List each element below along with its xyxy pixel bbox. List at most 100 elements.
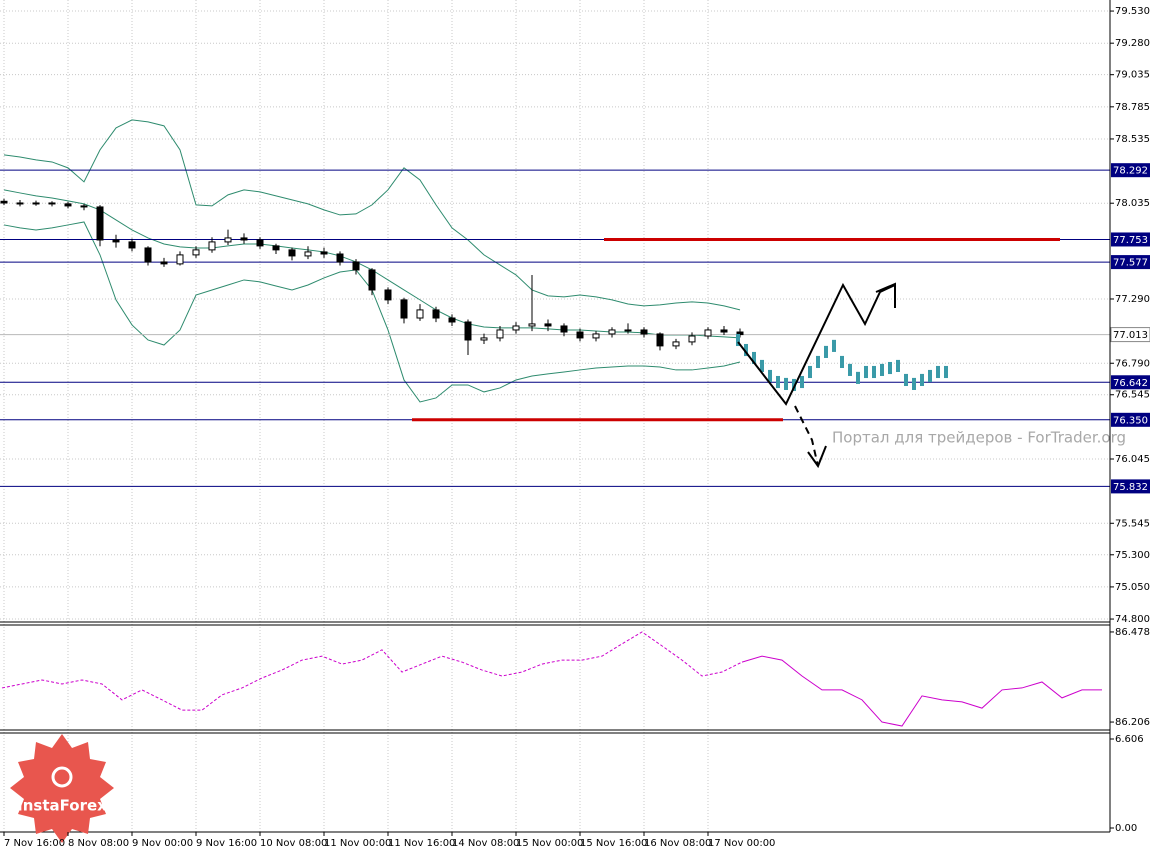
forecast-bar [736,333,740,347]
level-label-box [1111,375,1150,390]
candle-body [704,329,712,337]
x-tick-label: 11 Nov 00:00 [324,838,391,849]
band-line [3,119,741,311]
candle-body [480,337,488,341]
level-label-box [1111,412,1150,427]
forecast-bar [776,375,780,389]
forecast-bar [848,363,852,376]
level-label: 75.832 [1113,482,1148,493]
candle-body [720,329,728,333]
forecast-bar [864,365,868,379]
y-tick-label: 75.300 [1115,550,1150,561]
candle-body [336,253,344,263]
x-tick-label: 9 Nov 16:00 [196,838,257,849]
level-label: 78.292 [1113,166,1148,177]
candle-body [512,325,520,331]
indicator-line [1,631,743,711]
forecast-arrow [737,282,896,406]
candle-body [544,323,552,327]
x-tick-label: 7 Nov 16:00 [4,838,65,849]
forecast-bar [784,377,788,390]
forecast-bar [768,369,772,383]
y-tick-label: 79.280 [1115,38,1150,49]
candle-body [576,331,584,339]
level-label: 77.577 [1113,258,1148,269]
y-tick-label: 0.00 [1115,823,1137,834]
forecast-bar [816,355,820,369]
forecast-bar [872,365,876,379]
y-tick-label: 75.545 [1115,518,1150,529]
candle-body [224,237,232,243]
candle-body [608,329,616,335]
level-label-box [1111,479,1150,494]
forecast-bar [824,345,828,358]
forecast-bar [744,343,748,357]
y-tick-label: 79.035 [1115,70,1150,81]
forecast-bar [840,355,844,369]
forecast-bar [856,371,860,384]
candle-body [688,335,696,343]
y-tick-label: 79.530 [1115,6,1150,17]
candle-body [528,323,536,327]
level-label-box [1111,163,1150,178]
forecast-bar [912,377,916,390]
candle-body [32,202,40,205]
x-tick-label: 16 Nov 08:00 [644,838,711,849]
watermark: Портал для трейдеров - ForTrader.org [832,429,1126,447]
candle-body [288,249,296,257]
candle-body [560,325,568,333]
candle-body [464,321,472,341]
candle-body [640,329,648,335]
candle-body [112,239,120,243]
candle-body [384,289,392,301]
y-tick-label: 86.478 [1115,627,1150,638]
logo-icon [51,766,73,788]
candle-body [96,206,104,241]
candle-body [400,299,408,319]
y-tick-label: 78.785 [1115,102,1150,113]
level-label-box [1111,232,1150,247]
x-tick-label: 10 Nov 08:00 [260,838,327,849]
candle-body [192,249,200,256]
forecast-bar [888,361,892,375]
logo-badge [10,734,114,843]
forecast-bar [808,365,812,379]
candle-body [208,241,216,251]
candle-body [672,341,680,347]
forecast-arrow-dashed [794,405,819,467]
y-tick-label: 74.800 [1115,614,1150,625]
candle-body [448,317,456,323]
y-tick-label: 86.206 [1115,717,1150,728]
forecast-bar [800,375,804,389]
candle-body [496,329,504,339]
candle-body [240,237,248,241]
level-label: 77.753 [1113,235,1148,246]
forecast-bar [936,365,940,379]
current-price-box [1110,327,1150,343]
candle-body [656,333,664,347]
forecast-bar [760,359,764,372]
forecast-bar [904,373,908,387]
indicator-line [741,655,1102,727]
arrow-head [807,445,827,469]
candle-body [0,200,8,204]
y-tick-label: 78.535 [1115,134,1150,145]
y-tick-label: 6.606 [1115,734,1144,745]
candle-body [416,309,424,319]
x-tick-label: 9 Nov 00:00 [132,838,193,849]
plot-layer [0,119,1110,727]
candle-body [592,333,600,339]
y-tick-label: 75.050 [1115,582,1150,593]
level-label-box [1111,255,1150,270]
forecast-bar [928,369,932,383]
y-tick-label: 76.790 [1115,358,1150,369]
x-tick-label: 11 Nov 16:00 [388,838,455,849]
forecast-bar [944,365,948,379]
candle-body [48,202,56,205]
candle-body [272,245,280,251]
forecast-bar [896,359,900,372]
x-tick-label: 15 Nov 16:00 [580,838,647,849]
candle-body [16,202,24,205]
candle-body [128,241,136,249]
